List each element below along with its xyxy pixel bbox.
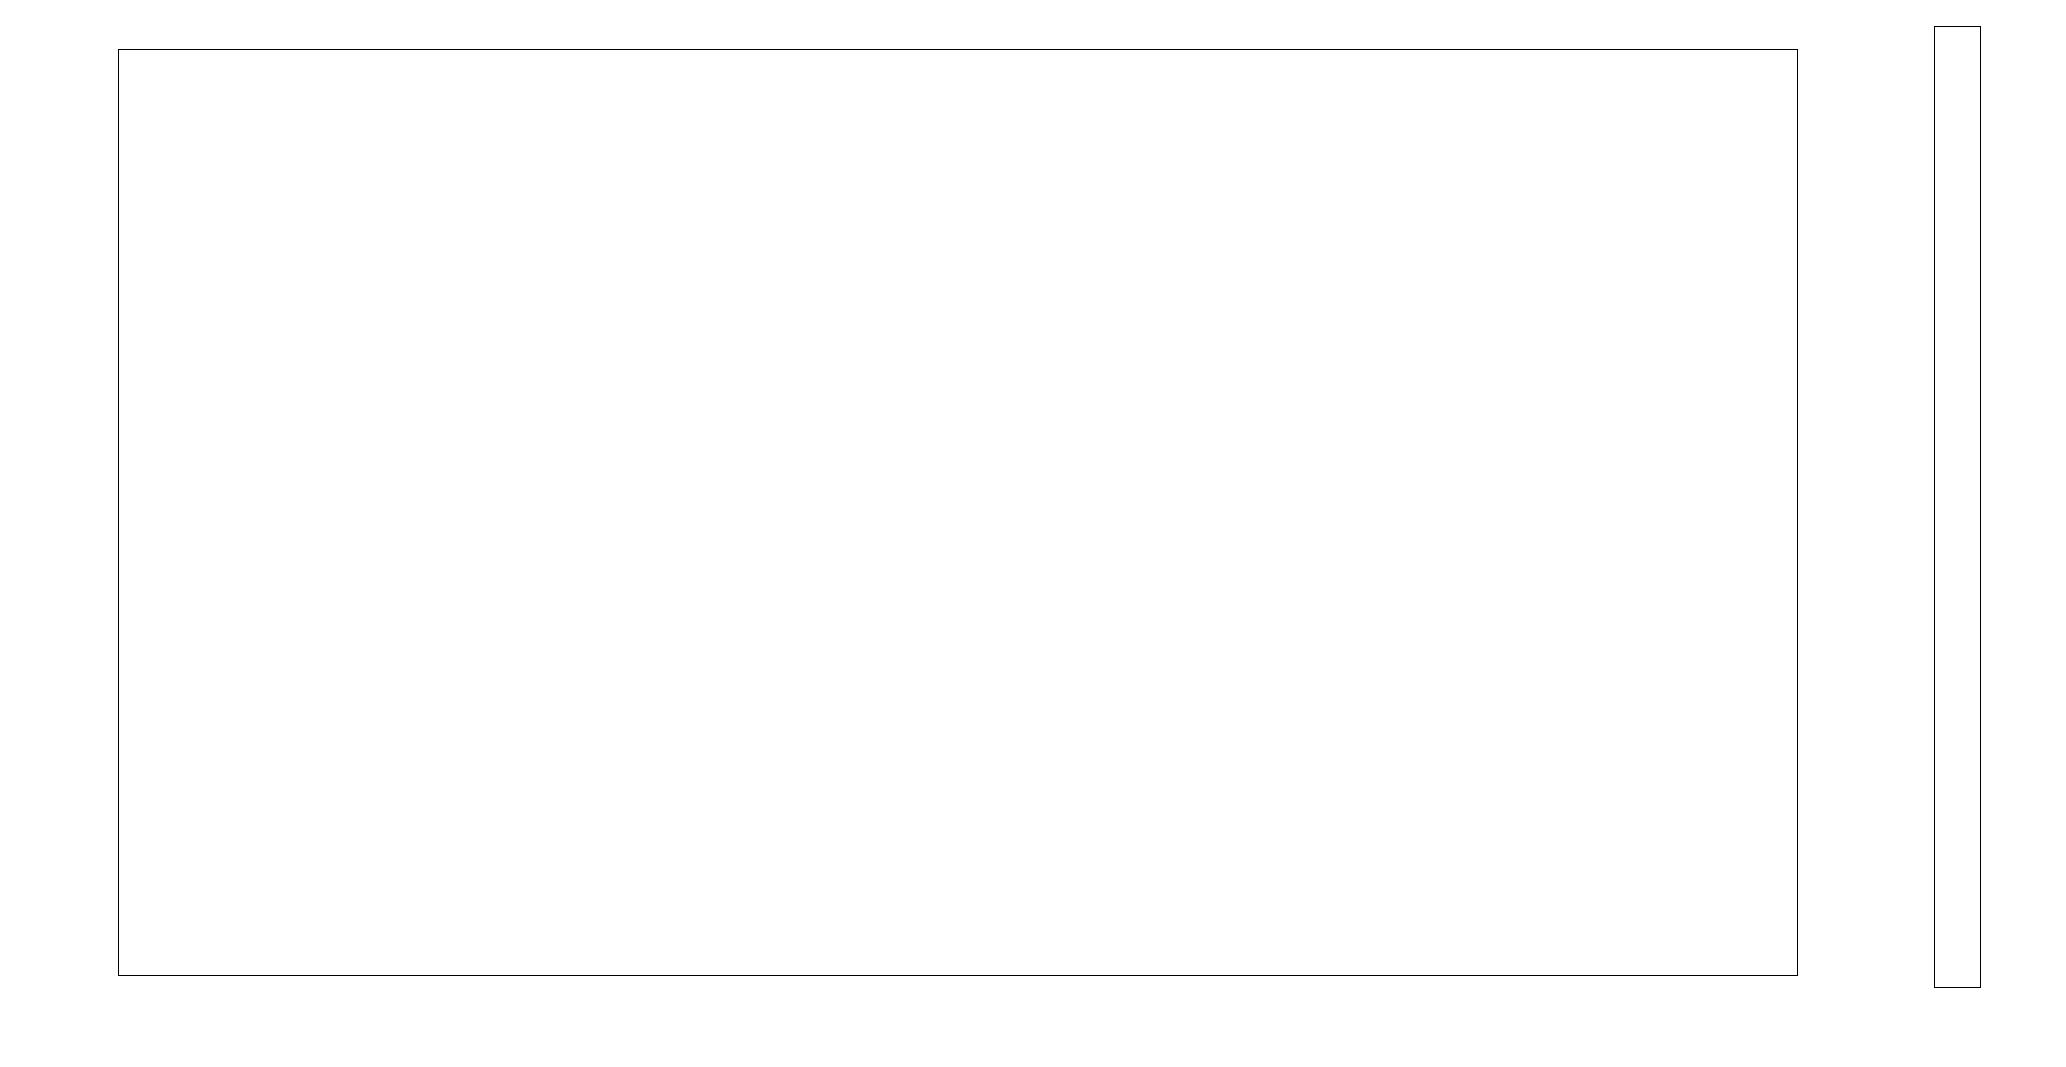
spectrogram-canvas — [119, 50, 1797, 975]
y-axis-label — [0, 208, 42, 808]
colorbar — [1934, 26, 1981, 988]
colorbar-label — [2016, 207, 2058, 807]
plot-area — [118, 49, 1798, 976]
